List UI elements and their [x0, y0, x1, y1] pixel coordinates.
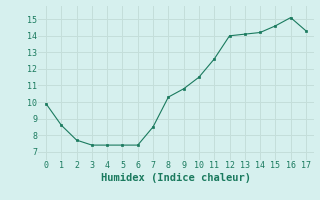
X-axis label: Humidex (Indice chaleur): Humidex (Indice chaleur)	[101, 173, 251, 183]
